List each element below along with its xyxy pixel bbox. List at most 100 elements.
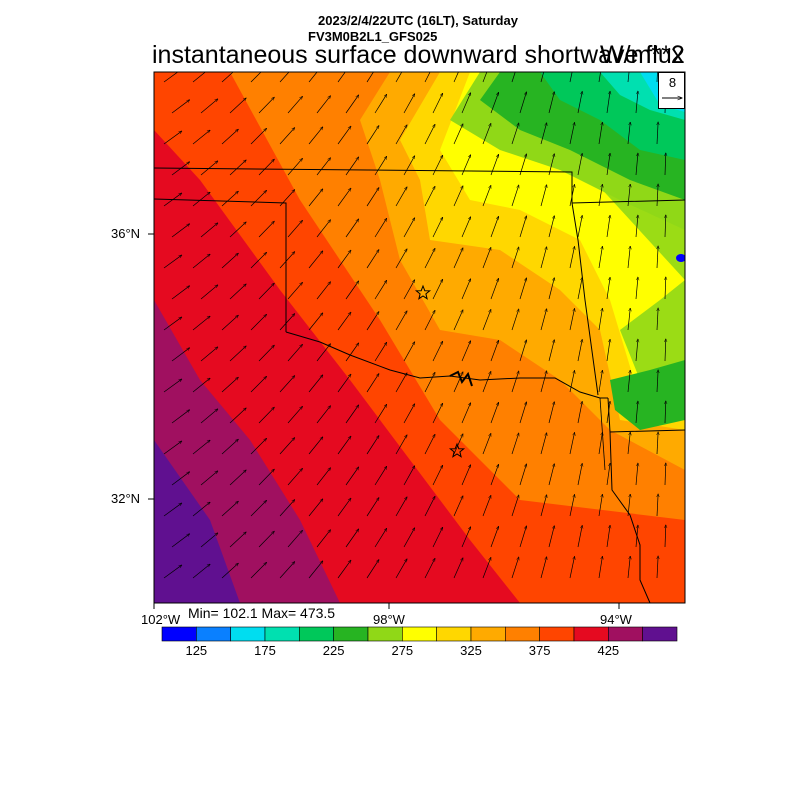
wind-arrow: [200, 533, 218, 548]
wind-arrow: [432, 403, 443, 424]
wind-arrow: [606, 277, 610, 300]
wind-arrow: [308, 561, 323, 579]
wind-arrow: [577, 463, 582, 486]
wind-arrow: [577, 91, 582, 114]
wind-arrow: [657, 556, 658, 579]
reference-arrow-icon: [662, 91, 686, 105]
wind-arrow: [192, 564, 210, 579]
wind-arrow: [577, 277, 582, 300]
wind-arrow: [163, 503, 182, 517]
wind-arrow: [490, 216, 499, 238]
star-marker: [414, 284, 432, 300]
wind-arrow: [606, 153, 610, 176]
wind-arrow: [221, 439, 238, 455]
wind-arrow: [345, 281, 359, 300]
wind-arrow: [424, 310, 435, 331]
wind-arrow: [657, 494, 658, 517]
wind-arrow: [279, 562, 295, 579]
lat-label-36n: 36°N: [111, 226, 141, 241]
wind-arrow: [366, 498, 379, 517]
wind-arrow: [453, 124, 463, 145]
wind-arrow: [192, 192, 210, 207]
wind-arrow: [598, 494, 602, 517]
wind-arrow: [374, 94, 387, 114]
wind-arrow: [548, 464, 554, 486]
wind-arrow: [569, 308, 575, 331]
wind-arrow: [250, 190, 267, 207]
wind-arrow: [569, 556, 575, 579]
wind-arrow: [366, 436, 379, 455]
wind-arrow: [308, 72, 318, 83]
wind-arrow: [490, 464, 499, 486]
wind-arrow: [163, 193, 182, 207]
wind-arrow: [316, 96, 331, 114]
wind-arrow: [308, 127, 323, 145]
wind-arrow: [461, 403, 471, 424]
wind-arrow: [461, 527, 471, 548]
wind-arrow: [308, 499, 323, 517]
colorbar-tick-label: 125: [185, 643, 208, 658]
wind-arrow: [337, 560, 351, 579]
wind-arrow: [287, 530, 302, 548]
wind-arrow: [569, 370, 575, 393]
wind-arrow: [345, 219, 359, 238]
wind-arrow: [374, 156, 387, 176]
model-label: FV3M0B2L1_GFS025: [308, 29, 438, 44]
wind-arrow: [221, 377, 238, 393]
wind-arrow: [598, 184, 602, 207]
wind-arrow: [461, 279, 471, 300]
wind-arrow: [606, 525, 610, 548]
colorbar-tick-label: 375: [528, 643, 551, 658]
wind-arrow: [665, 401, 666, 424]
wind-arrow: [287, 158, 302, 176]
wind-arrow: [432, 341, 443, 362]
wind-arrow: [635, 153, 638, 176]
wind-arrow: [548, 278, 554, 300]
wind-arrow: [635, 463, 638, 486]
wind-arrow: [490, 402, 499, 424]
wind-arrow: [511, 433, 519, 455]
wind-arrow: [548, 216, 554, 238]
wind-arrow: [490, 340, 499, 362]
wind-arrow: [490, 154, 499, 176]
colorbar-tick-label: 225: [322, 643, 345, 658]
axis-ticks: [148, 233, 620, 609]
wind-arrow: [635, 401, 638, 424]
wind-arrow: [453, 72, 459, 83]
wind-arrow: [395, 249, 407, 269]
wind-arrow: [511, 72, 516, 83]
wind-arrow: [657, 308, 658, 331]
wind-arrow: [337, 312, 351, 331]
wind-arrow: [250, 562, 267, 579]
wind-arrow: [569, 122, 575, 145]
wind-arrow: [511, 495, 519, 517]
wind-arrow: [308, 375, 323, 393]
wind-arrow: [403, 466, 415, 486]
wind-arrow: [163, 72, 182, 83]
wind-arrow: [337, 250, 351, 269]
wind-arrow: [453, 372, 463, 393]
wind-arrow: [540, 557, 547, 579]
wind-arrow: [316, 158, 331, 176]
wind-arrow: [316, 468, 331, 486]
wind-arrow: [403, 528, 415, 548]
wind-arrow: [192, 502, 210, 517]
wind-arrow: [395, 125, 407, 145]
wind-arrow: [366, 560, 379, 579]
wind-arrow: [287, 220, 302, 238]
wind-arrow: [482, 371, 491, 393]
wind-arrow: [374, 528, 387, 548]
wind-arrow: [511, 557, 519, 579]
wind-arrow: [171, 100, 190, 114]
wind-arrow: [598, 308, 602, 331]
map-field: [154, 72, 685, 603]
wind-arrow: [395, 187, 407, 207]
wind-arrow: [424, 248, 435, 269]
wind-arrow: [424, 496, 435, 517]
wind-arrow: [635, 525, 638, 548]
wind-arrow: [258, 469, 274, 486]
wind-arrow: [548, 92, 554, 114]
wind-arrow: [200, 99, 218, 114]
wind-arrow: [598, 556, 602, 579]
wind-arrow: [482, 557, 491, 579]
